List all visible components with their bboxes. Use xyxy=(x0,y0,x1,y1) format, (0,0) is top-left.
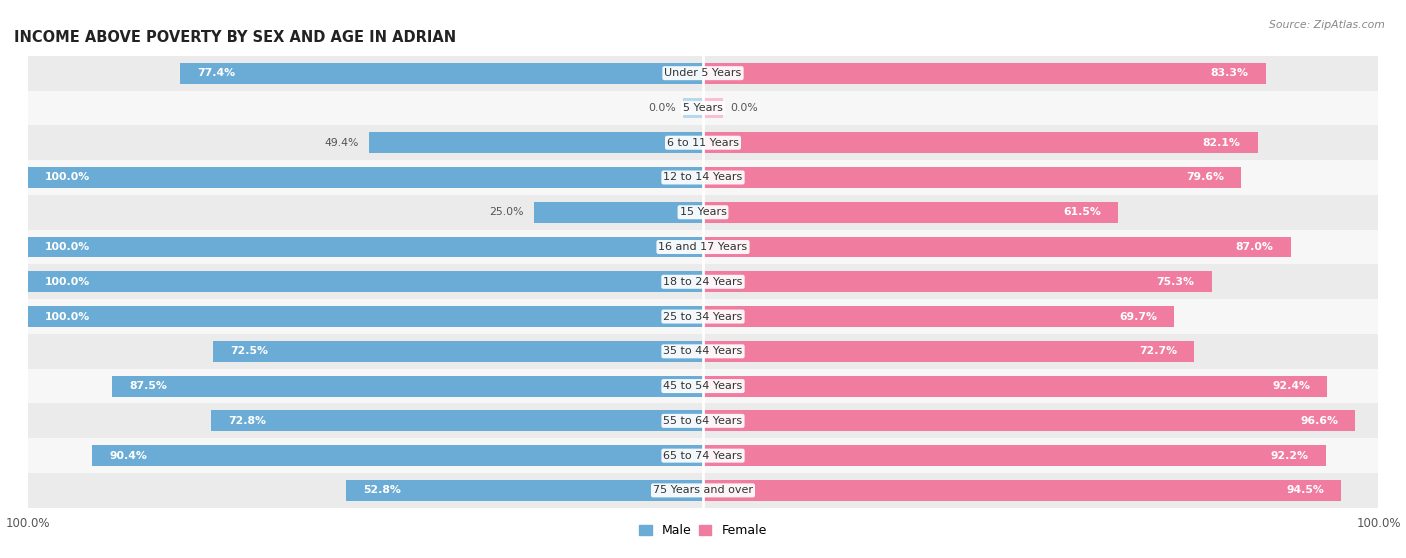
Bar xyxy=(28,438,1378,473)
Text: 55 to 64 Years: 55 to 64 Years xyxy=(664,416,742,426)
Text: 25 to 34 Years: 25 to 34 Years xyxy=(664,311,742,321)
Bar xyxy=(703,132,1257,153)
Text: 96.6%: 96.6% xyxy=(1301,416,1339,426)
Bar xyxy=(28,160,1378,195)
Text: 15 Years: 15 Years xyxy=(679,207,727,217)
Bar xyxy=(112,376,703,397)
Text: 92.4%: 92.4% xyxy=(1272,381,1310,391)
Bar xyxy=(703,445,1326,466)
Bar xyxy=(703,341,1194,362)
Bar xyxy=(28,403,1378,438)
Text: 35 to 44 Years: 35 to 44 Years xyxy=(664,347,742,357)
Bar xyxy=(703,411,1355,431)
Text: 72.7%: 72.7% xyxy=(1139,347,1177,357)
Text: 0.0%: 0.0% xyxy=(730,103,758,113)
Bar xyxy=(214,341,703,362)
Text: 100.0%: 100.0% xyxy=(45,172,90,182)
Text: 100.0%: 100.0% xyxy=(45,277,90,287)
Text: 87.5%: 87.5% xyxy=(129,381,167,391)
Bar xyxy=(703,237,1291,257)
Bar xyxy=(703,167,1240,188)
Bar xyxy=(28,56,1378,90)
Text: INCOME ABOVE POVERTY BY SEX AND AGE IN ADRIAN: INCOME ABOVE POVERTY BY SEX AND AGE IN A… xyxy=(14,30,456,45)
Bar xyxy=(703,306,1174,327)
Bar xyxy=(370,132,703,153)
Text: 83.3%: 83.3% xyxy=(1211,68,1249,78)
Bar xyxy=(28,230,1378,264)
Bar xyxy=(180,62,703,84)
Text: 52.8%: 52.8% xyxy=(363,485,401,496)
Text: 75.3%: 75.3% xyxy=(1157,277,1195,287)
Bar xyxy=(28,195,1378,230)
Text: 45 to 54 Years: 45 to 54 Years xyxy=(664,381,742,391)
Text: 72.8%: 72.8% xyxy=(228,416,266,426)
Text: 0.0%: 0.0% xyxy=(648,103,676,113)
Bar xyxy=(28,90,1378,126)
Bar xyxy=(703,62,1265,84)
Text: 100.0%: 100.0% xyxy=(45,242,90,252)
Bar xyxy=(703,376,1327,397)
Text: 90.4%: 90.4% xyxy=(110,451,148,460)
Bar xyxy=(28,126,1378,160)
Bar xyxy=(28,369,1378,403)
Bar xyxy=(28,299,1378,334)
Text: 25.0%: 25.0% xyxy=(489,207,524,217)
Text: 79.6%: 79.6% xyxy=(1185,172,1223,182)
Bar xyxy=(28,237,703,257)
Bar xyxy=(28,334,1378,369)
Bar xyxy=(28,473,1378,508)
Text: 92.2%: 92.2% xyxy=(1271,451,1309,460)
Text: 94.5%: 94.5% xyxy=(1286,485,1324,496)
Text: 69.7%: 69.7% xyxy=(1119,311,1157,321)
Text: 72.5%: 72.5% xyxy=(231,347,269,357)
Bar xyxy=(28,264,1378,299)
Bar xyxy=(28,167,703,188)
Text: Under 5 Years: Under 5 Years xyxy=(665,68,741,78)
Bar xyxy=(703,202,1118,223)
Bar xyxy=(211,411,703,431)
Bar xyxy=(683,98,703,118)
Text: 82.1%: 82.1% xyxy=(1202,138,1240,148)
Text: 6 to 11 Years: 6 to 11 Years xyxy=(666,138,740,148)
Text: 18 to 24 Years: 18 to 24 Years xyxy=(664,277,742,287)
Bar xyxy=(93,445,703,466)
Text: 100.0%: 100.0% xyxy=(45,311,90,321)
Bar xyxy=(703,98,723,118)
Text: 75 Years and over: 75 Years and over xyxy=(652,485,754,496)
Legend: Male, Female: Male, Female xyxy=(634,519,772,542)
Text: 87.0%: 87.0% xyxy=(1236,242,1274,252)
Bar xyxy=(534,202,703,223)
Text: 16 and 17 Years: 16 and 17 Years xyxy=(658,242,748,252)
Text: 12 to 14 Years: 12 to 14 Years xyxy=(664,172,742,182)
Text: 5 Years: 5 Years xyxy=(683,103,723,113)
Text: 61.5%: 61.5% xyxy=(1063,207,1101,217)
Text: 65 to 74 Years: 65 to 74 Years xyxy=(664,451,742,460)
Bar xyxy=(346,480,703,501)
Bar xyxy=(28,306,703,327)
Bar xyxy=(28,271,703,292)
Bar xyxy=(703,480,1341,501)
Text: Source: ZipAtlas.com: Source: ZipAtlas.com xyxy=(1270,20,1385,30)
Bar xyxy=(703,271,1212,292)
Text: 77.4%: 77.4% xyxy=(197,68,235,78)
Text: 49.4%: 49.4% xyxy=(325,138,359,148)
